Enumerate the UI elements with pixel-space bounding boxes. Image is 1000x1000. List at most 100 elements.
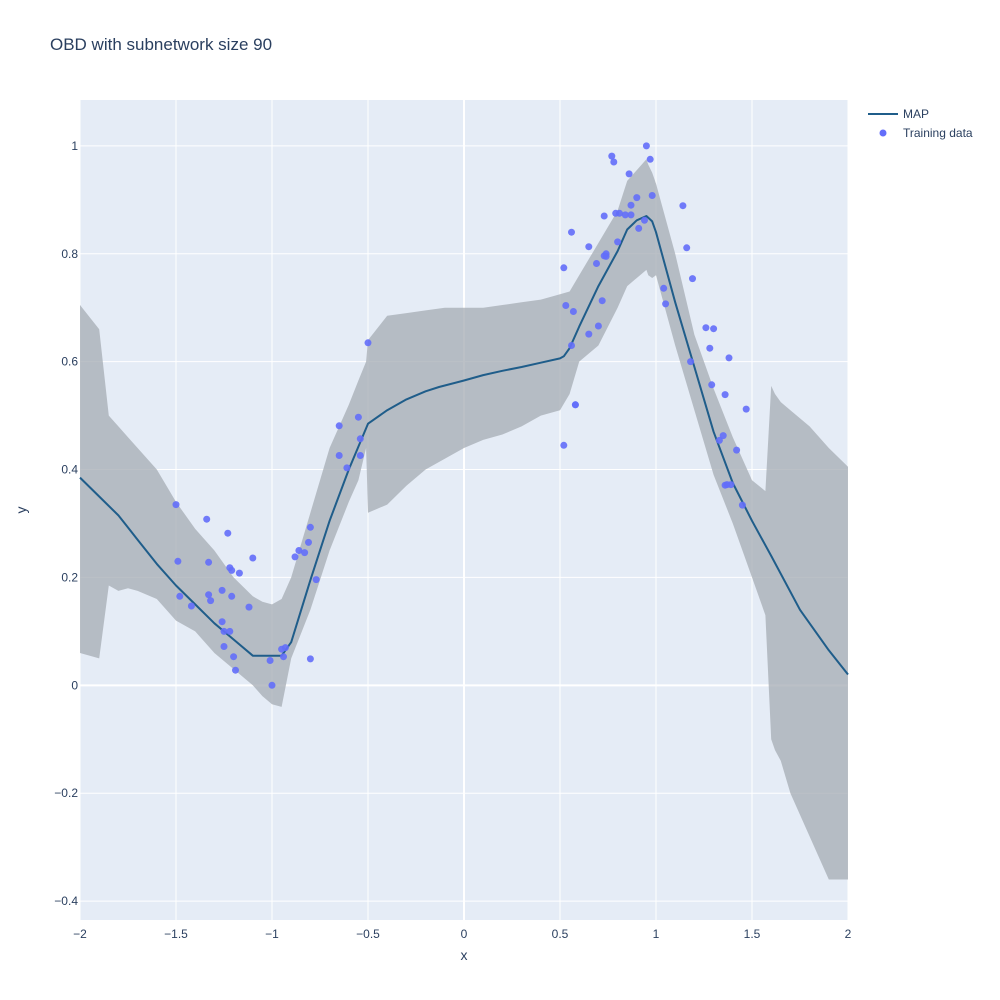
training-data-point bbox=[562, 302, 570, 309]
uncertainty-band-layer bbox=[80, 159, 848, 880]
training-data-point bbox=[226, 627, 234, 635]
legend[interactable]: MAP Training data bbox=[868, 107, 973, 140]
training-data-layer bbox=[172, 142, 750, 689]
training-data-point bbox=[687, 358, 695, 366]
training-data-point bbox=[218, 586, 226, 594]
training-data-point bbox=[627, 201, 635, 209]
training-data-point bbox=[228, 592, 236, 600]
chart-title: OBD with subnetwork size 90 bbox=[50, 35, 272, 54]
training-data-point bbox=[602, 252, 610, 260]
y-tick-label: 0 bbox=[71, 678, 78, 692]
uncertainty-band bbox=[80, 159, 848, 880]
training-data-point bbox=[679, 202, 687, 210]
training-data-point bbox=[571, 401, 579, 409]
training-data-point bbox=[172, 501, 180, 509]
y-tick-label: 0.8 bbox=[61, 247, 78, 261]
training-data-point bbox=[710, 325, 718, 333]
y-tick-label: 0.2 bbox=[61, 570, 78, 584]
training-data-point bbox=[266, 657, 274, 664]
training-data-point bbox=[721, 391, 729, 399]
y-tick-label: −0.2 bbox=[54, 786, 78, 800]
legend-item-training-data[interactable]: Training data bbox=[879, 126, 973, 140]
legend-training-data-swatch bbox=[879, 129, 887, 137]
training-data-point bbox=[733, 446, 741, 454]
legend-item-map[interactable]: MAP bbox=[868, 107, 929, 121]
training-data-point bbox=[585, 330, 593, 338]
training-data-point bbox=[616, 209, 623, 217]
training-data-point bbox=[662, 300, 670, 308]
x-tick-label: −1 bbox=[265, 927, 279, 941]
training-data-point bbox=[312, 576, 320, 584]
y-axis-title: y bbox=[13, 507, 29, 514]
training-data-point bbox=[593, 260, 600, 267]
training-data-point bbox=[625, 170, 633, 178]
training-data-point bbox=[249, 554, 257, 562]
training-data-point bbox=[585, 243, 593, 251]
training-data-point bbox=[641, 216, 648, 224]
training-data-point bbox=[354, 413, 362, 421]
training-data-point bbox=[281, 644, 289, 652]
training-data-point bbox=[568, 342, 575, 349]
x-tick-label: 2 bbox=[845, 927, 852, 941]
training-data-point bbox=[364, 339, 372, 347]
training-data-point bbox=[356, 452, 364, 459]
training-data-point bbox=[683, 244, 691, 252]
training-data-point bbox=[268, 681, 276, 689]
training-data-point bbox=[306, 523, 314, 531]
x-axis-title: x bbox=[461, 947, 468, 963]
training-data-point bbox=[610, 158, 618, 166]
y-tick-label: 0.6 bbox=[61, 355, 78, 369]
training-data-point bbox=[291, 553, 299, 561]
training-data-point bbox=[727, 481, 735, 489]
training-data-point bbox=[569, 308, 577, 315]
training-data-point bbox=[719, 432, 727, 440]
training-data-point bbox=[633, 194, 641, 202]
map-line bbox=[79, 215, 849, 676]
training-data-point bbox=[594, 322, 602, 330]
training-data-point bbox=[706, 344, 714, 352]
y-tick-label: 0.4 bbox=[61, 463, 78, 477]
training-data-point bbox=[725, 354, 733, 362]
x-tick-label: −0.5 bbox=[356, 927, 380, 941]
training-data-point bbox=[560, 441, 568, 449]
training-data-point bbox=[635, 224, 643, 232]
x-tick-label: 1.5 bbox=[744, 927, 761, 941]
training-data-point bbox=[306, 655, 314, 663]
training-data-point bbox=[174, 557, 182, 565]
training-data-point bbox=[224, 529, 232, 537]
training-data-point bbox=[205, 558, 213, 566]
training-data-point bbox=[627, 211, 635, 219]
training-data-point bbox=[642, 142, 650, 150]
training-data-point bbox=[646, 155, 654, 163]
training-data-point bbox=[689, 275, 696, 283]
training-data-point bbox=[220, 627, 228, 635]
x-tick-label: 1 bbox=[653, 927, 660, 941]
training-data-point bbox=[218, 618, 226, 626]
training-data-point bbox=[708, 381, 716, 389]
training-data-point bbox=[301, 549, 309, 557]
training-data-point bbox=[715, 436, 723, 444]
legend-training-data-label: Training data bbox=[903, 126, 973, 140]
training-data-point bbox=[335, 422, 343, 430]
training-data-point bbox=[187, 602, 195, 610]
training-data-point bbox=[305, 538, 312, 546]
training-data-point bbox=[230, 653, 238, 661]
x-tick-label: 0.5 bbox=[552, 927, 569, 941]
training-data-point bbox=[335, 452, 343, 459]
map-line-layer bbox=[79, 215, 849, 676]
training-data-point bbox=[560, 264, 568, 272]
y-tick-label: −0.4 bbox=[54, 894, 78, 908]
training-data-point bbox=[356, 435, 364, 443]
x-tick-label: −1.5 bbox=[164, 927, 188, 941]
training-data-point bbox=[203, 515, 211, 523]
training-data-point bbox=[702, 324, 710, 332]
training-data-point bbox=[614, 238, 622, 246]
training-data-point bbox=[660, 284, 668, 292]
training-data-point bbox=[600, 212, 608, 220]
training-data-point bbox=[207, 597, 215, 605]
training-data-point bbox=[742, 405, 750, 413]
training-data-point bbox=[220, 643, 228, 650]
x-tick-label: 0 bbox=[461, 927, 468, 941]
tick-labels: −2 −1.5 −1 −0.5 0 0.5 1 1.5 2 −0.4 −0.2 0 0.2 0.4 0.6 0… bbox=[54, 139, 851, 941]
